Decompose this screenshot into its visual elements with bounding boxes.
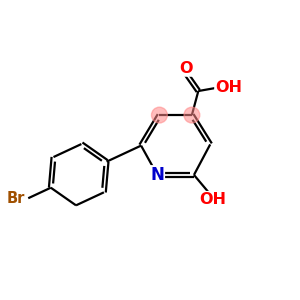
Text: Br: Br	[6, 191, 25, 206]
Circle shape	[152, 107, 167, 123]
Text: OH: OH	[215, 80, 242, 95]
Text: N: N	[150, 166, 164, 184]
Text: OH: OH	[199, 192, 226, 207]
Text: O: O	[179, 61, 193, 76]
Circle shape	[184, 107, 200, 123]
